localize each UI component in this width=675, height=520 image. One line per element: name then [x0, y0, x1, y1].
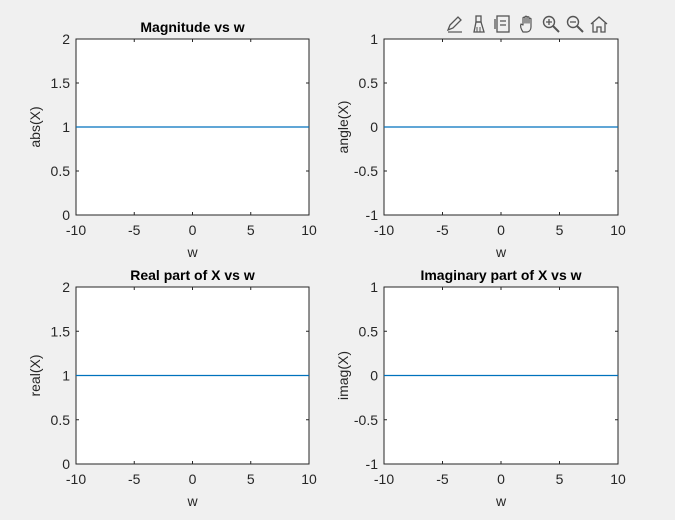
x-axis-label: w	[495, 244, 507, 260]
x-tick-label: 0	[189, 222, 197, 238]
x-tick-label: 0	[189, 471, 197, 487]
data-tips-icon	[494, 15, 510, 33]
x-tick-label: 0	[497, 222, 505, 238]
y-tick-label: 0.5	[359, 323, 379, 339]
x-tick-label: -10	[374, 222, 394, 238]
y-tick-label: 1	[370, 279, 378, 295]
y-tick-label: 0	[62, 456, 70, 472]
y-tick-label: 1	[370, 31, 378, 47]
y-tick-label: 1	[62, 368, 70, 384]
y-tick-label: 0	[370, 119, 378, 135]
x-tick-label: -5	[436, 222, 449, 238]
plot-title: Imaginary part of X vs w	[420, 267, 581, 283]
y-tick-label: 2	[62, 279, 70, 295]
y-tick-label: 0.5	[51, 163, 71, 179]
x-axis-label: w	[186, 244, 198, 260]
x-axis-label: w	[495, 493, 507, 509]
x-tick-label: -5	[436, 471, 449, 487]
x-tick-label: 10	[301, 222, 317, 238]
y-tick-label: 2	[62, 31, 70, 47]
zoom-in-icon	[542, 15, 560, 33]
x-tick-label: -10	[66, 222, 86, 238]
pan-hand-icon	[520, 15, 532, 33]
y-tick-label: 0	[370, 368, 378, 384]
y-tick-label: 1.5	[51, 75, 71, 91]
zoom-out-button[interactable]	[564, 12, 586, 36]
home-button[interactable]	[588, 12, 610, 36]
plot-title: Magnitude vs w	[140, 19, 244, 35]
brush-button[interactable]	[468, 12, 490, 36]
subplot-2: -10 -5 0 5 10 -1 -0.5 0 0.5 1 w angle(X)	[335, 31, 626, 260]
zoom-in-button[interactable]	[540, 12, 562, 36]
x-tick-label: -10	[374, 471, 394, 487]
pan-button[interactable]	[516, 12, 538, 36]
x-tick-label: -5	[128, 222, 141, 238]
x-tick-label: 10	[301, 471, 317, 487]
x-tick-label: 5	[556, 471, 564, 487]
y-tick-label: -0.5	[354, 163, 378, 179]
y-axis-label: angle(X)	[335, 101, 351, 154]
edit-pen-icon	[446, 16, 462, 33]
x-tick-label: -5	[128, 471, 141, 487]
axes-toolbar	[444, 12, 610, 36]
y-tick-label: 1	[62, 119, 70, 135]
subplot-4: -10 -5 0 5 10 -1 -0.5 0 0.5 1 Imaginary part of X …	[335, 267, 626, 509]
y-tick-label: 0	[62, 207, 70, 223]
subplot-1: -10 -5 0 5 10 0 0.5 1 1.5 2 Magnitude vs w w abs(X)	[27, 19, 317, 260]
x-tick-label: 0	[497, 471, 505, 487]
y-axis-label: real(X)	[27, 354, 43, 396]
y-tick-label: -1	[366, 456, 379, 472]
x-tick-label: 10	[610, 471, 626, 487]
zoom-out-icon	[566, 15, 584, 33]
x-tick-label: 5	[247, 471, 255, 487]
y-tick-label: 0.5	[359, 75, 379, 91]
x-tick-label: -10	[66, 471, 86, 487]
home-icon	[590, 16, 608, 33]
x-axis-label: w	[186, 493, 198, 509]
y-axis-label: abs(X)	[27, 106, 43, 147]
y-axis-label: imag(X)	[335, 351, 351, 400]
data-tips-button[interactable]	[492, 12, 514, 36]
plot-title: Real part of X vs w	[130, 267, 255, 283]
y-tick-label: 0.5	[51, 412, 71, 428]
x-tick-label: 5	[556, 222, 564, 238]
x-tick-label: 10	[610, 222, 626, 238]
y-tick-label: -0.5	[354, 412, 378, 428]
y-tick-label: -1	[366, 207, 379, 223]
brush-icon	[473, 15, 485, 33]
x-tick-label: 5	[247, 222, 255, 238]
edit-pen-button[interactable]	[444, 12, 466, 36]
y-tick-label: 1.5	[51, 323, 71, 339]
subplot-3: -10 -5 0 5 10 0 0.5 1 1.5 2 Real part of X vs w w re…	[27, 267, 317, 509]
